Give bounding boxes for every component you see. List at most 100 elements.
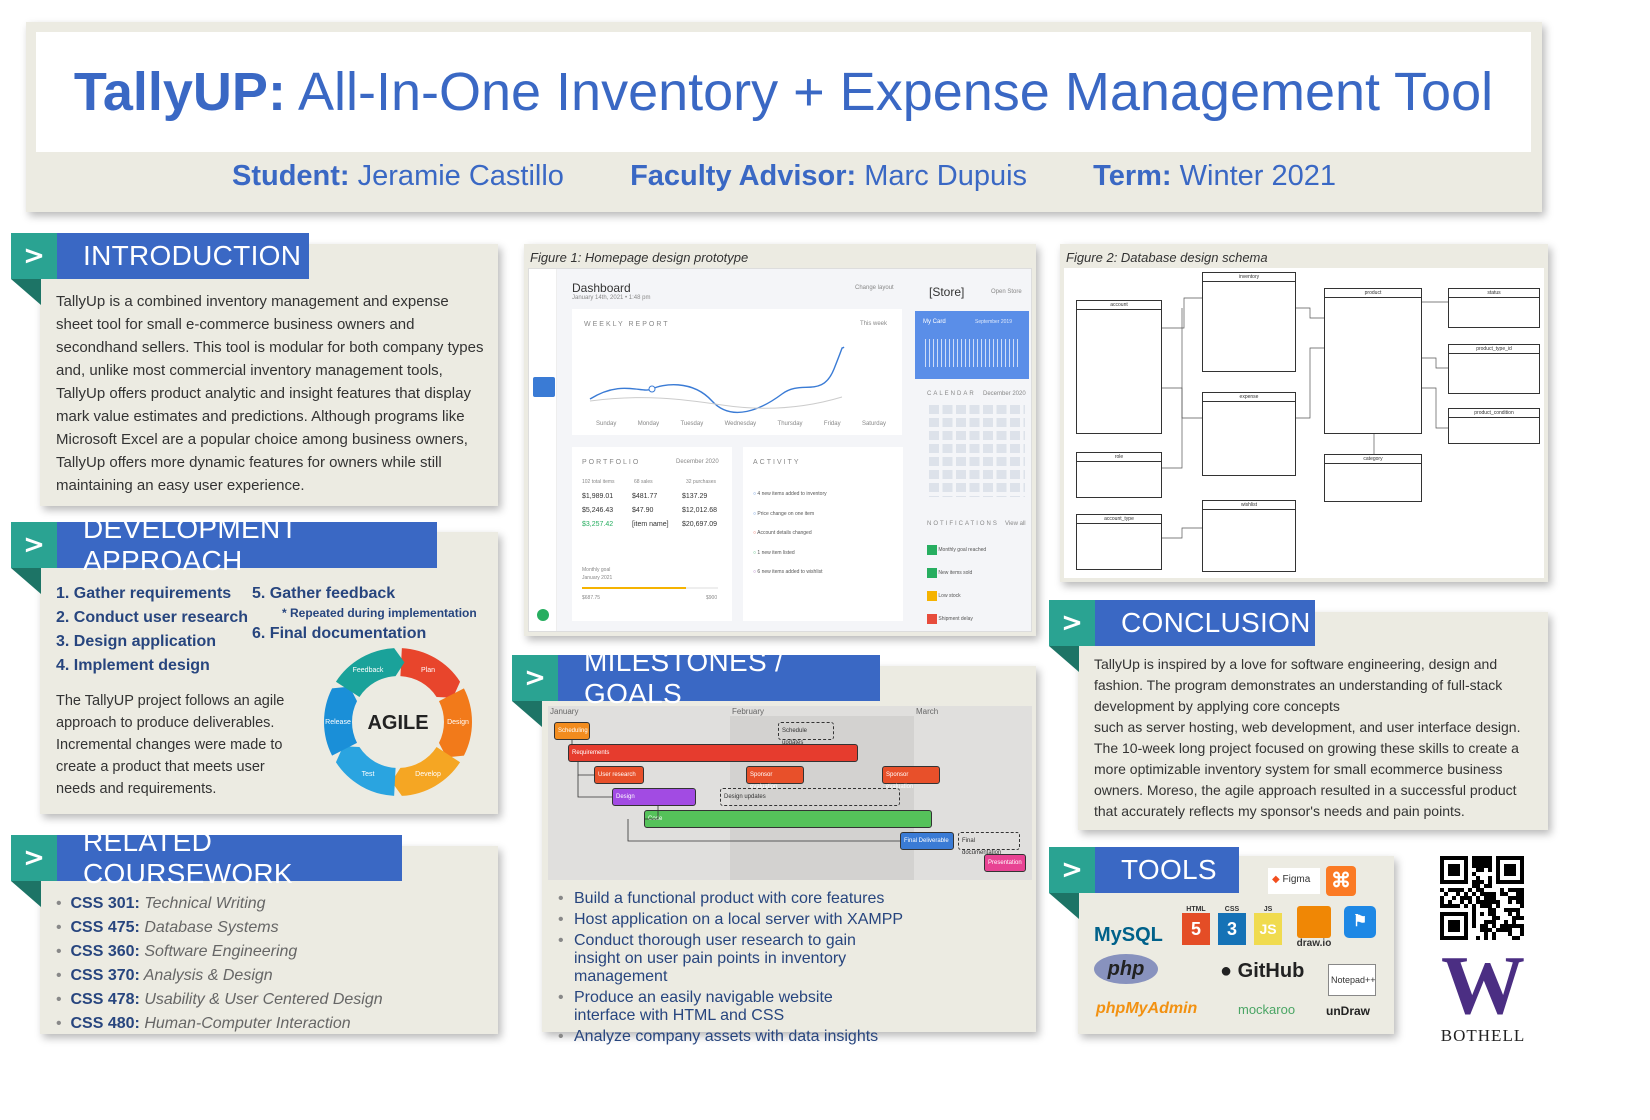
list-item: • CSS 478: Usability & User Centered Des… xyxy=(56,991,383,1008)
dev-body: The TallyUP project follows an agile app… xyxy=(56,693,285,797)
dev-panel: 1. Gather requirements 2. Conduct user r… xyxy=(40,532,498,814)
gantt-chart: January February March Scheduling Schedu… xyxy=(548,706,1032,880)
list-item: Monthly goal reached xyxy=(927,539,986,562)
list-item: • CSS 360: Software Engineering xyxy=(56,943,298,960)
agile-stage-label: Design xyxy=(447,719,469,726)
gantt-task: Final documentation xyxy=(958,832,1020,856)
list-item: Conduct thorough user research to gain i… xyxy=(556,932,896,986)
list-item: ○ 1 new item listed xyxy=(753,549,795,556)
dev-step: 5. Gather feedback xyxy=(252,585,396,602)
agile-segment xyxy=(324,686,358,756)
goals-list: Build a functional product with core fea… xyxy=(556,890,1026,1049)
dev-step: 1. Gather requirements xyxy=(56,585,232,602)
chevron-right-icon: > xyxy=(512,655,558,701)
activity-card: ACTIVITY ○ 4 new items added to inventor… xyxy=(743,447,903,621)
agile-stage-label: Develop xyxy=(415,771,441,778)
schema-table: wishlist xyxy=(1202,500,1296,572)
figma-logo: ◆ Figma xyxy=(1268,868,1320,894)
list-item: Build a functional product with core fea… xyxy=(556,890,1026,908)
intro-panel: TallyUp is a combined inventory manageme… xyxy=(40,244,498,506)
mysql-logo: MySQL xyxy=(1094,924,1163,946)
term-value: Winter 2021 xyxy=(1171,160,1336,192)
schema-table: product_type_id xyxy=(1448,344,1540,394)
notepadpp-logo: Notepad++ xyxy=(1328,964,1376,996)
dev-steps-right: 5. Gather feedback * Repeated during imp… xyxy=(252,582,477,646)
figure-2: Figure 2: Database design schema account… xyxy=(1060,244,1548,582)
phpmyadmin-logo: phpMyAdmin xyxy=(1096,1000,1198,1017)
store-label: [Store] xyxy=(929,285,965,299)
schema-table: product xyxy=(1324,288,1422,434)
figure-1-caption: Figure 1: Homepage design prototype xyxy=(530,250,749,265)
list-item: Low stock xyxy=(927,585,986,608)
css-logo: CSS 3 xyxy=(1218,906,1246,948)
agile-cycle-diagram: Plan Design Develop Test Release Feedback AGIL… xyxy=(324,648,472,796)
agile-center-label: AGILE xyxy=(367,712,428,734)
gantt-task: Requirements xyxy=(568,744,858,762)
agile-stage-label: Feedback xyxy=(353,667,384,674)
tools-heading: > TOOLS xyxy=(1049,847,1239,919)
term-label: Term: xyxy=(1093,160,1172,192)
dashboard-title: Dashboard xyxy=(572,281,631,295)
list-item: New items sold xyxy=(927,562,986,585)
gantt-task: Presentation xyxy=(984,854,1026,872)
list-item: ○ Account details changed xyxy=(753,530,812,536)
mockaroo-logo: mockaroo xyxy=(1238,1002,1296,1017)
list-item: • CSS 475: Database Systems xyxy=(56,919,279,936)
agile-segment xyxy=(335,648,405,697)
xampp-logo: ⌘ xyxy=(1326,866,1356,896)
schema-table: account_type xyxy=(1076,514,1162,570)
goal-progress-bar xyxy=(582,587,718,589)
mock-sidebar xyxy=(529,269,557,631)
undraw-logo: unDraw xyxy=(1326,1004,1371,1018)
list-item: • CSS 480: Human-Computer Interaction xyxy=(56,1015,351,1032)
schema-diagram: account inventory product status product… xyxy=(1064,268,1544,578)
dev-step: 4. Implement design xyxy=(56,657,210,674)
dev-heading: > DEVELOPMENT APPROACH xyxy=(11,513,437,594)
qr-code xyxy=(1440,856,1524,940)
gantt-task: User research xyxy=(594,766,644,784)
schema-table: category xyxy=(1324,454,1422,502)
schema-table: status xyxy=(1448,288,1540,328)
dashboard-mockup: Dashboard January 14th, 2021 • 1:48 pm C… xyxy=(528,268,1032,632)
schema-table: inventory xyxy=(1202,272,1296,372)
figure-1: Figure 1: Homepage design prototype Dash… xyxy=(524,244,1036,636)
advisor-name: Marc Dupuis xyxy=(856,160,1028,192)
agile-segment xyxy=(400,648,461,698)
poster-title: TallyUP: All-In-One Inventory + Expense … xyxy=(73,62,1494,122)
gantt-task: Final Deliverable xyxy=(900,832,954,850)
chevron-right-icon: > xyxy=(1049,600,1095,646)
github-icon: ● xyxy=(1220,960,1233,982)
php-logo: php xyxy=(1094,954,1158,984)
gantt-task: Sponsor evaluation xyxy=(882,766,940,790)
title-box: TallyUP: All-In-One Inventory + Expense … xyxy=(36,32,1531,152)
flag-app-logo: ⚑ xyxy=(1344,906,1376,938)
figure-2-caption: Figure 2: Database design schema xyxy=(1066,250,1268,265)
list-item: Host application on a local server with … xyxy=(556,911,1026,929)
dev-steps-left: 1. Gather requirements 2. Conduct user r… xyxy=(56,582,248,678)
gantt-task: Design updates xyxy=(720,788,900,806)
agile-segment xyxy=(335,746,396,796)
portfolio-card: PORTFOLIO December 2020 102 total items … xyxy=(572,447,732,621)
header-banner: TallyUP: All-In-One Inventory + Expense … xyxy=(26,22,1542,212)
gantt-task: Design xyxy=(612,788,696,806)
repeat-note: * Repeated during implementation xyxy=(282,606,477,620)
chevron-right-icon: > xyxy=(11,522,57,568)
student-name: Jeramie Castillo xyxy=(349,160,564,192)
intro-body: TallyUp is a combined inventory manageme… xyxy=(56,293,484,494)
agile-segment xyxy=(438,688,472,758)
agile-stage-label: Release xyxy=(325,719,351,726)
uw-w-mark: W xyxy=(1441,939,1525,1032)
chevron-right-icon: > xyxy=(1049,847,1095,893)
gantt-task: Schedule updates xyxy=(778,722,834,746)
schema-table: product_condition xyxy=(1448,408,1540,444)
milestones-panel: January February March Scheduling Schedu… xyxy=(542,666,1036,1046)
coursework-panel: • CSS 301: Technical Writing • CSS 475: … xyxy=(40,846,498,1034)
intro-heading: > INTRODUCTION xyxy=(11,233,309,305)
dev-step: 3. Design application xyxy=(56,633,217,650)
conclusion-heading: > CONCLUSION xyxy=(1049,600,1315,672)
github-logo: ● GitHub xyxy=(1220,960,1305,982)
chevron-right-icon: > xyxy=(11,233,57,279)
coursework-list: • CSS 301: Technical Writing • CSS 475: … xyxy=(56,892,383,1036)
advisor-label: Faculty Advisor: xyxy=(630,160,857,192)
html-logo: HTML 5 xyxy=(1182,906,1210,948)
